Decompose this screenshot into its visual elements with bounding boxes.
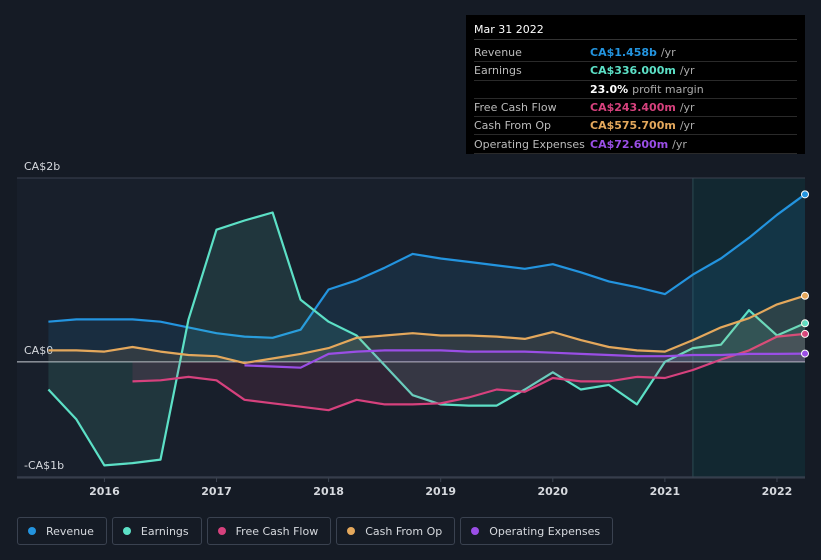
series-area <box>48 212 805 466</box>
end-dot <box>801 190 809 199</box>
end-dot <box>801 329 809 338</box>
highlight-region <box>692 178 805 478</box>
y-tick-label: CA$0 <box>24 344 53 357</box>
legend-swatch <box>347 527 356 535</box>
legend-label: Revenue <box>46 524 94 538</box>
x-tick-label: 2017 <box>201 485 232 498</box>
tooltip-row: Operating Expenses CA$72.600m/yr <box>474 135 797 154</box>
x-tick-label: 2019 <box>425 485 456 498</box>
y-tick-label: -CA$1b <box>24 459 64 472</box>
end-dot <box>801 349 809 358</box>
legend-label: Cash From Op <box>365 524 443 538</box>
tooltip-label: Revenue <box>474 46 522 60</box>
tooltip-value: CA$336.000m <box>590 64 676 78</box>
series-line <box>48 193 806 339</box>
plot-area <box>17 178 805 478</box>
legend-item[interactable]: Free Cash Flow <box>206 517 332 545</box>
series-line <box>132 332 806 412</box>
legend-label: Free Cash Flow <box>235 524 319 538</box>
tooltip-value: CA$243.400m <box>590 101 676 115</box>
legend-swatch <box>122 527 131 535</box>
tooltip-label: Earnings <box>474 64 522 78</box>
series-area <box>132 333 805 411</box>
series-area <box>244 350 805 368</box>
tooltip-row: Free Cash Flow CA$243.400m/yr <box>474 99 797 118</box>
tooltip-unit: /yr <box>660 46 676 60</box>
legend-label: Operating Expenses <box>489 524 601 538</box>
tooltip-label: Operating Expenses <box>474 137 585 151</box>
end-dot <box>801 291 809 300</box>
series-line <box>244 349 806 369</box>
legend-item[interactable]: Cash From Op <box>336 517 456 545</box>
tooltip-unit: /yr <box>679 119 695 133</box>
tooltip: Mar 31 2022 Revenue CA$1.458b/yr Earnings C… <box>466 15 805 154</box>
profit-margin-text: profit margin <box>632 82 704 96</box>
y-tick-label: CA$2b <box>24 160 60 173</box>
x-tick-label: 2018 <box>313 485 344 498</box>
tooltip-row: Cash From Op CA$575.700m/yr <box>474 117 797 136</box>
legend-item[interactable]: Earnings <box>111 517 202 545</box>
legend-swatch <box>217 527 226 535</box>
tooltip-value: CA$1.458b <box>590 46 657 60</box>
profit-margin-value: 23.0% <box>590 82 629 96</box>
legend-item[interactable]: Revenue <box>17 517 107 545</box>
x-tick-label: 2021 <box>650 485 681 498</box>
chart: CA$2b CA$0 -CA$1b 2016 2017 2018 2019 2020 2021 2… <box>17 160 809 498</box>
tooltip-value: CA$72.600m <box>590 137 669 151</box>
series-area <box>48 194 805 362</box>
x-tick-label: 2022 <box>762 485 793 498</box>
tooltip-label: Free Cash Flow <box>474 101 557 115</box>
tooltip-row: Revenue CA$1.458b/yr <box>474 44 797 63</box>
legend: Revenue Earnings Free Cash Flow Cash From O… <box>17 517 614 545</box>
tooltip-row: Earnings CA$336.000m/yr <box>474 62 797 81</box>
legend-label: Earnings <box>140 524 189 538</box>
tooltip-unit: /yr <box>672 137 687 151</box>
tooltip-unit: /yr <box>679 101 695 115</box>
tooltip-date: Mar 31 2022 <box>474 23 797 40</box>
legend-item[interactable]: Operating Expenses <box>460 517 614 545</box>
x-tick-label: 2016 <box>89 485 120 498</box>
legend-swatch <box>28 527 36 535</box>
tooltip-label: Cash From Op <box>474 119 552 133</box>
profit-margin-row: 23.0% profit margin <box>474 81 797 99</box>
tooltip-unit: /yr <box>679 64 695 78</box>
tooltip-value: CA$575.700m <box>590 119 676 133</box>
x-tick-label: 2020 <box>537 485 568 498</box>
legend-swatch <box>471 527 480 535</box>
end-dot <box>801 319 809 328</box>
series-line <box>48 294 806 365</box>
